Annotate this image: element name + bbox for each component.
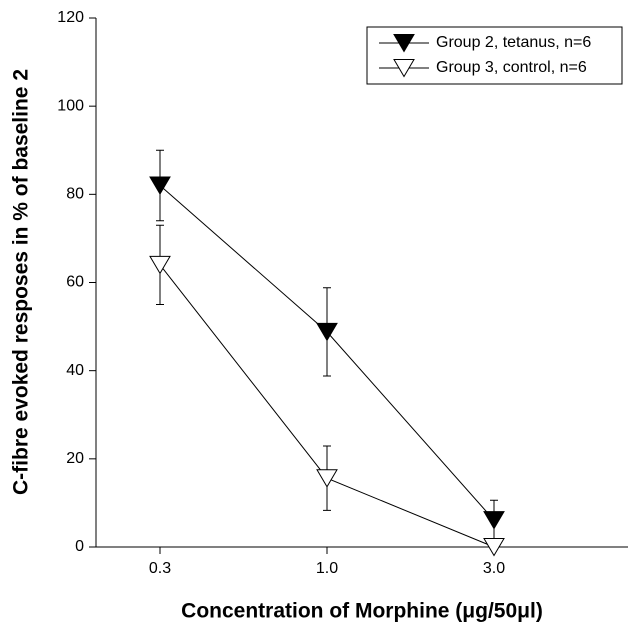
y-axis-label: C-fibre evoked resposes in % of baseline… — [10, 69, 33, 495]
legend-marker — [393, 34, 415, 53]
legend-marker — [393, 59, 415, 78]
x-tick-label: 1.0 — [316, 560, 338, 577]
y-tick-label: 20 — [66, 450, 84, 467]
marker — [316, 322, 338, 342]
marker — [149, 255, 171, 275]
marker — [483, 538, 505, 557]
x-axis-label: Concentration of Morphine (μg/50μl) — [181, 600, 543, 623]
y-tick-label: 120 — [57, 9, 84, 26]
y-tick-label: 60 — [66, 274, 84, 291]
x-tick-label: 0.3 — [149, 560, 171, 577]
legend-label: Group 2, tetanus, n=6 — [436, 34, 591, 51]
y-tick-label: 40 — [66, 362, 84, 379]
y-tick-label: 80 — [66, 186, 84, 203]
marker — [316, 469, 338, 488]
marker — [483, 511, 505, 530]
y-tick-label: 100 — [57, 97, 84, 114]
x-tick-label: 3.0 — [483, 560, 505, 577]
legend-label: Group 3, control, n=6 — [436, 59, 587, 76]
marker — [149, 176, 171, 196]
y-tick-label: 0 — [75, 538, 84, 555]
